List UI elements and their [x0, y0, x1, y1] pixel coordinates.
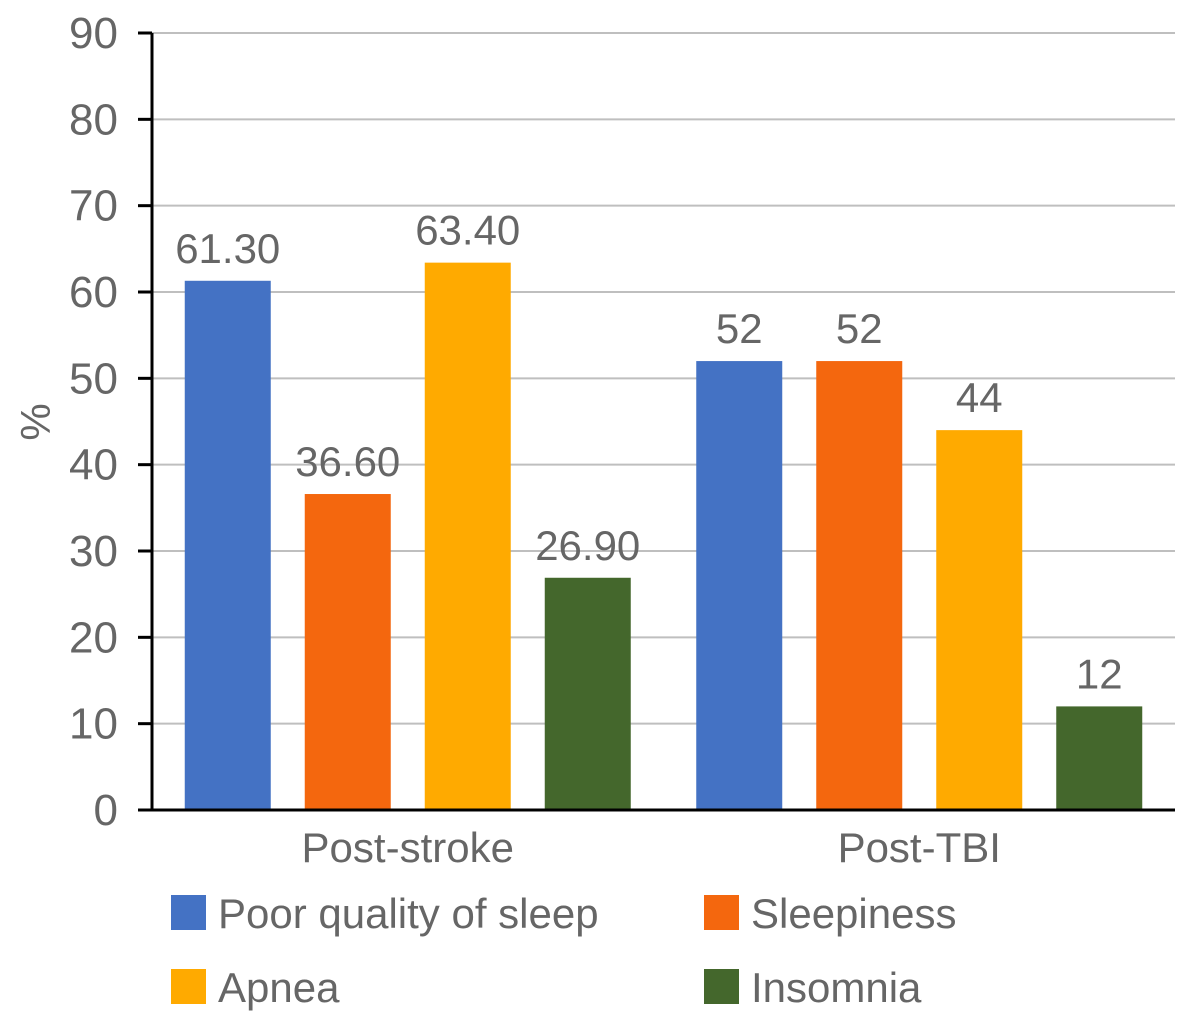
- bar-apnea: [424, 262, 511, 810]
- data-label: 36.60: [295, 438, 400, 485]
- axes: [138, 31, 1175, 812]
- y-tick-label: 10: [69, 700, 118, 749]
- legend-item: Sleepiness: [704, 890, 956, 937]
- category-label: Post-TBI: [838, 824, 1001, 871]
- legend-label: Apnea: [218, 964, 340, 1011]
- data-labels: 61.30 36.60 63.40 26.90 52 52 44 12: [175, 207, 1122, 698]
- legend-swatch: [704, 895, 739, 930]
- y-tick-label: 20: [69, 613, 118, 662]
- data-label: 12: [1076, 650, 1123, 697]
- legend-label: Insomnia: [751, 964, 922, 1011]
- legend-swatch: [171, 895, 206, 930]
- bar-sleepiness: [304, 494, 391, 810]
- legend-label: Sleepiness: [751, 890, 956, 937]
- bar-poor-quality-of-sleep: [696, 361, 783, 810]
- y-tick-label: 70: [69, 182, 118, 231]
- data-label: 63.40: [415, 207, 520, 254]
- legend-item: Apnea: [171, 964, 340, 1011]
- legend-swatch: [704, 969, 739, 1004]
- y-tick-label: 30: [69, 527, 118, 576]
- bar-insomnia: [1056, 706, 1143, 810]
- data-label: 52: [836, 305, 883, 352]
- data-label: 26.90: [535, 522, 640, 569]
- category-labels: Post-stroke Post-TBI: [302, 824, 1001, 871]
- legend-item: Poor quality of sleep: [171, 890, 599, 937]
- data-label: 52: [716, 305, 763, 352]
- data-label: 44: [956, 374, 1003, 421]
- legend: Poor quality of sleep Sleepiness Apnea Inso…: [171, 890, 956, 1011]
- y-tick-label: 0: [94, 786, 118, 835]
- y-axis-label: %: [12, 403, 59, 440]
- bars: [184, 262, 1143, 810]
- y-tick-labels: 0 10 20 30 40 50 60 70 80 90: [69, 9, 118, 835]
- bar-poor-quality-of-sleep: [184, 280, 271, 810]
- y-tick-label: 80: [69, 95, 118, 144]
- bar-insomnia: [544, 577, 631, 810]
- y-tick-label: 60: [69, 268, 118, 317]
- category-label: Post-stroke: [302, 824, 514, 871]
- y-tick-label: 50: [69, 354, 118, 403]
- bar-sleepiness: [816, 361, 903, 810]
- y-tick-label: 40: [69, 441, 118, 490]
- data-label: 61.30: [175, 225, 280, 272]
- legend-swatch: [171, 969, 206, 1004]
- legend-label: Poor quality of sleep: [218, 890, 599, 937]
- legend-item: Insomnia: [704, 964, 922, 1011]
- bar-apnea: [936, 430, 1023, 810]
- y-tick-label: 90: [69, 9, 118, 58]
